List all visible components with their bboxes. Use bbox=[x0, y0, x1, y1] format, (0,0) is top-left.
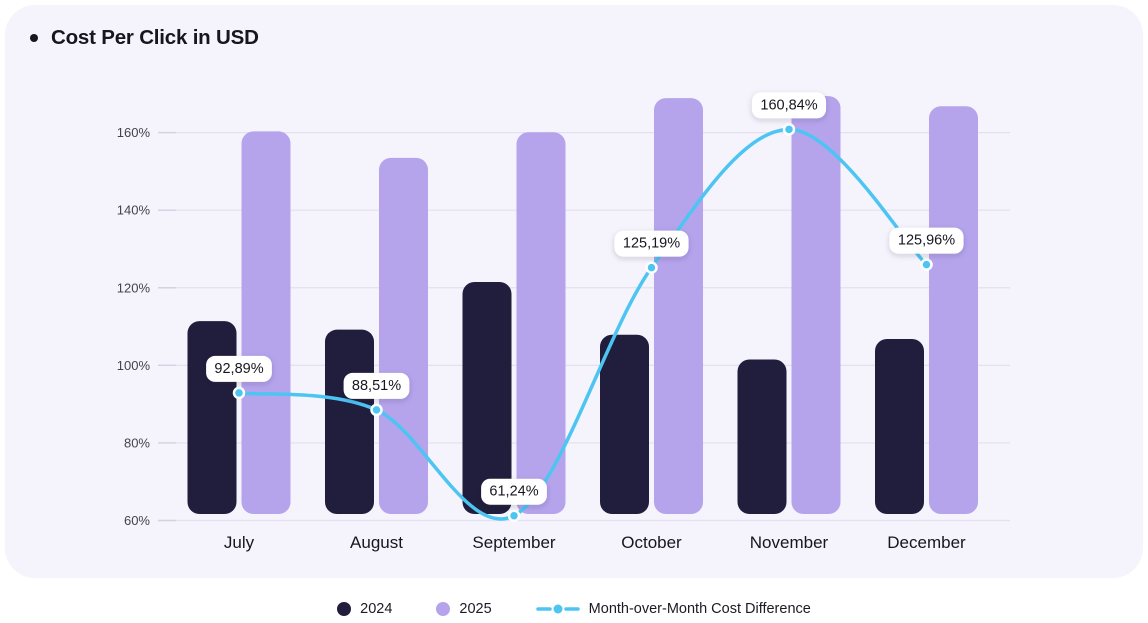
data-label: 92,89% bbox=[206, 355, 272, 382]
y-axis-label: 100% bbox=[117, 358, 151, 373]
data-label: 160,84% bbox=[751, 92, 827, 119]
data-label-pill bbox=[481, 478, 547, 505]
chart-svg: 60% 80% 100% 120% 140% 160% July August Septembe… bbox=[117, 92, 1010, 552]
x-axis-label: November bbox=[750, 533, 829, 552]
data-label-text: 125,96% bbox=[898, 233, 955, 249]
y-axis-label: 60% bbox=[124, 513, 150, 528]
legend-item-2024[interactable]: 2024 bbox=[337, 601, 392, 617]
data-label-text: 88,51% bbox=[352, 378, 401, 394]
chart-title: Cost Per Click in USD bbox=[51, 26, 259, 49]
bullet-icon bbox=[30, 34, 38, 42]
bar-2024-december[interactable] bbox=[875, 338, 924, 514]
legend-label: 2025 bbox=[459, 601, 492, 617]
bar-2024-september[interactable] bbox=[462, 281, 512, 514]
data-label: 125,96% bbox=[889, 227, 964, 254]
bar-2025-july[interactable] bbox=[241, 131, 291, 515]
bar-2024-november[interactable] bbox=[737, 359, 787, 514]
x-axis-label: September bbox=[472, 533, 555, 552]
data-label-pill bbox=[614, 230, 689, 257]
y-axis-label: 140% bbox=[117, 203, 151, 218]
x-axis-label: August bbox=[350, 533, 403, 552]
data-point-august[interactable] bbox=[370, 403, 383, 417]
bar-2025-october[interactable] bbox=[654, 98, 703, 514]
legend-dot bbox=[553, 604, 563, 614]
bar-2024-august[interactable] bbox=[325, 329, 374, 514]
data-label-pill bbox=[889, 227, 964, 254]
legend-dashed-line-icon bbox=[535, 604, 580, 614]
data-label-text: 92,89% bbox=[214, 361, 263, 377]
chart-header: Cost Per Click in USD bbox=[30, 26, 259, 50]
data-point-december[interactable] bbox=[920, 258, 933, 271]
data-label: 125,19% bbox=[614, 230, 689, 257]
data-label-pill bbox=[206, 355, 272, 382]
legend-circle-icon bbox=[337, 602, 352, 616]
data-label: 61,24% bbox=[481, 478, 547, 505]
data-label-text: 125,19% bbox=[623, 236, 680, 252]
x-axis-label: July bbox=[224, 533, 255, 552]
legend-item-month-over-month-cost-difference[interactable]: Month-over-Month Cost Difference bbox=[535, 601, 811, 617]
data-label-text: 160,84% bbox=[760, 97, 817, 113]
legend-label: Month-over-Month Cost Difference bbox=[588, 601, 811, 617]
bar-2024-october[interactable] bbox=[600, 334, 649, 514]
y-axis-label: 120% bbox=[117, 280, 151, 295]
data-point-september[interactable] bbox=[507, 509, 521, 522]
bar-2025-november[interactable] bbox=[791, 96, 841, 515]
y-axis-label: 160% bbox=[117, 125, 151, 140]
data-label-pill bbox=[343, 372, 410, 399]
data-label-pill bbox=[751, 92, 827, 119]
cpc-chart: 60% 80% 100% 120% 140% 160% July August Septembe… bbox=[117, 92, 1010, 552]
data-label-text: 61,24% bbox=[489, 484, 538, 500]
bar-2025-september[interactable] bbox=[516, 132, 566, 514]
x-axis-label: December bbox=[887, 533, 966, 552]
bar-2025-december[interactable] bbox=[929, 106, 978, 514]
bar-2024-july[interactable] bbox=[187, 321, 237, 514]
legend-label: 2024 bbox=[360, 601, 393, 617]
data-label: 88,51% bbox=[343, 372, 410, 399]
data-point-october[interactable] bbox=[645, 261, 658, 274]
legend-item-2025[interactable]: 2025 bbox=[436, 601, 492, 617]
x-axis-label: October bbox=[621, 533, 682, 552]
legend-circle-icon bbox=[436, 602, 451, 616]
y-axis-label: 80% bbox=[124, 435, 150, 450]
chart-legend: 2024 2025 Month-over-Month Cost Difference bbox=[0, 595, 1148, 623]
bar-2025-august[interactable] bbox=[379, 157, 428, 514]
data-point-july[interactable] bbox=[232, 386, 246, 400]
data-point-november[interactable] bbox=[782, 123, 796, 136]
